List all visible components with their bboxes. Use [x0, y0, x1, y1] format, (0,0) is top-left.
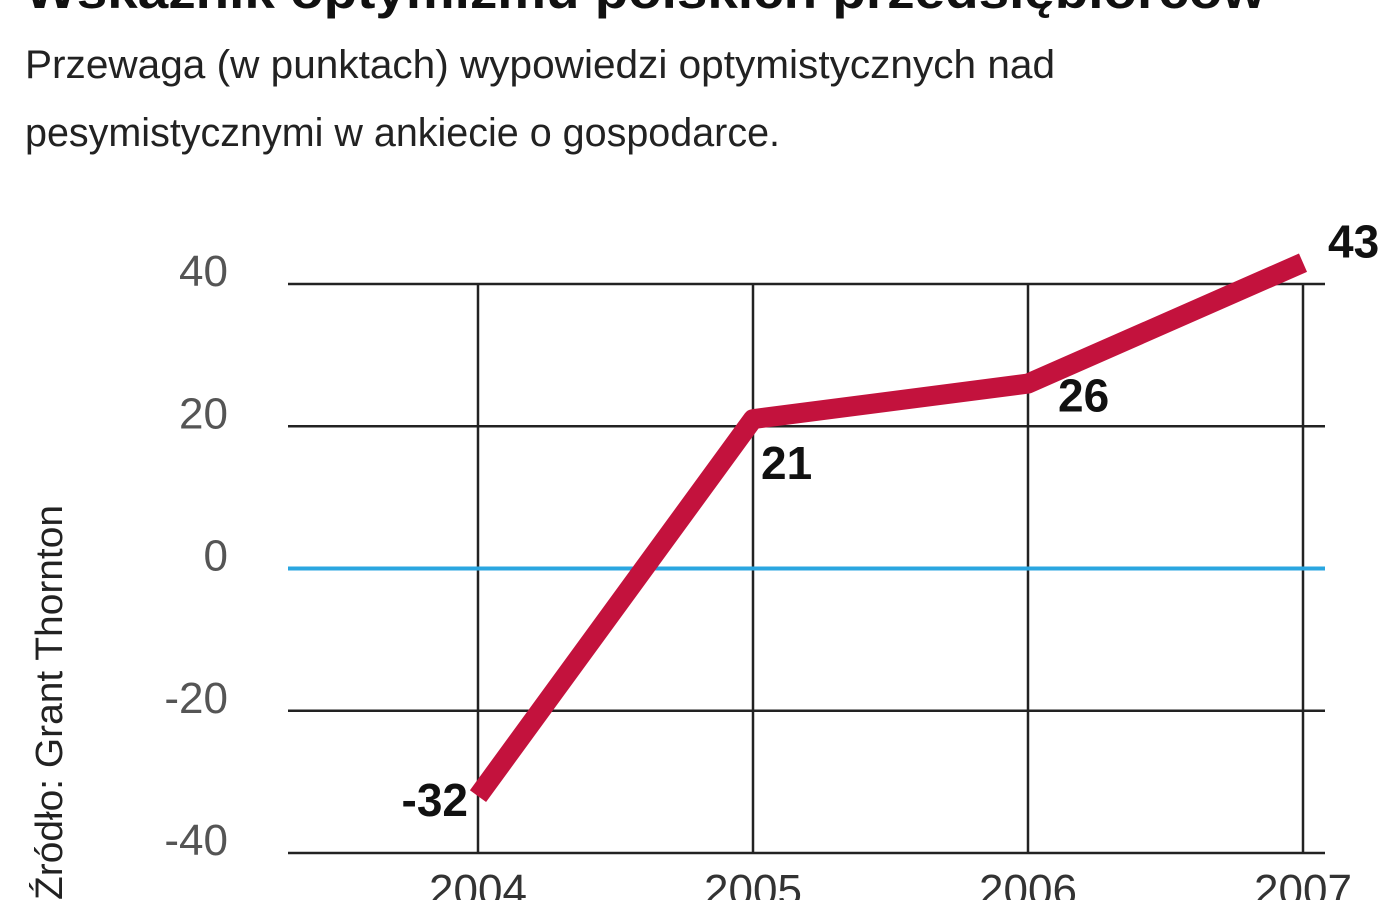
y-tick-label: -40 [164, 816, 228, 865]
y-tick-label: -20 [164, 674, 228, 723]
subtitle: pesymistycznymi w ankiecie o gospodarce. [25, 111, 780, 155]
data-label: -32 [402, 774, 468, 826]
y-tick-label: 20 [179, 389, 228, 438]
source: Źródło: Grant Thornton [28, 505, 71, 900]
x-tick-label: 2007 [1254, 866, 1352, 900]
data-label: 21 [761, 437, 812, 489]
x-tick-label: 2006 [979, 866, 1077, 900]
x-tick-label: 2004 [429, 866, 527, 900]
x-tick-label: 2005 [704, 866, 802, 900]
line [469, 253, 1308, 802]
subtitle: Przewaga (w punktach) wypowiedzi optymis… [25, 43, 1055, 87]
y-tick-label: 40 [179, 247, 228, 296]
chart-title: Wskaźnik optymizmu polskich przedsiębior… [25, 0, 1265, 19]
data-label: 26 [1058, 370, 1109, 422]
y-tick-label: 0 [204, 532, 228, 581]
data-label: 43 [1328, 216, 1379, 268]
